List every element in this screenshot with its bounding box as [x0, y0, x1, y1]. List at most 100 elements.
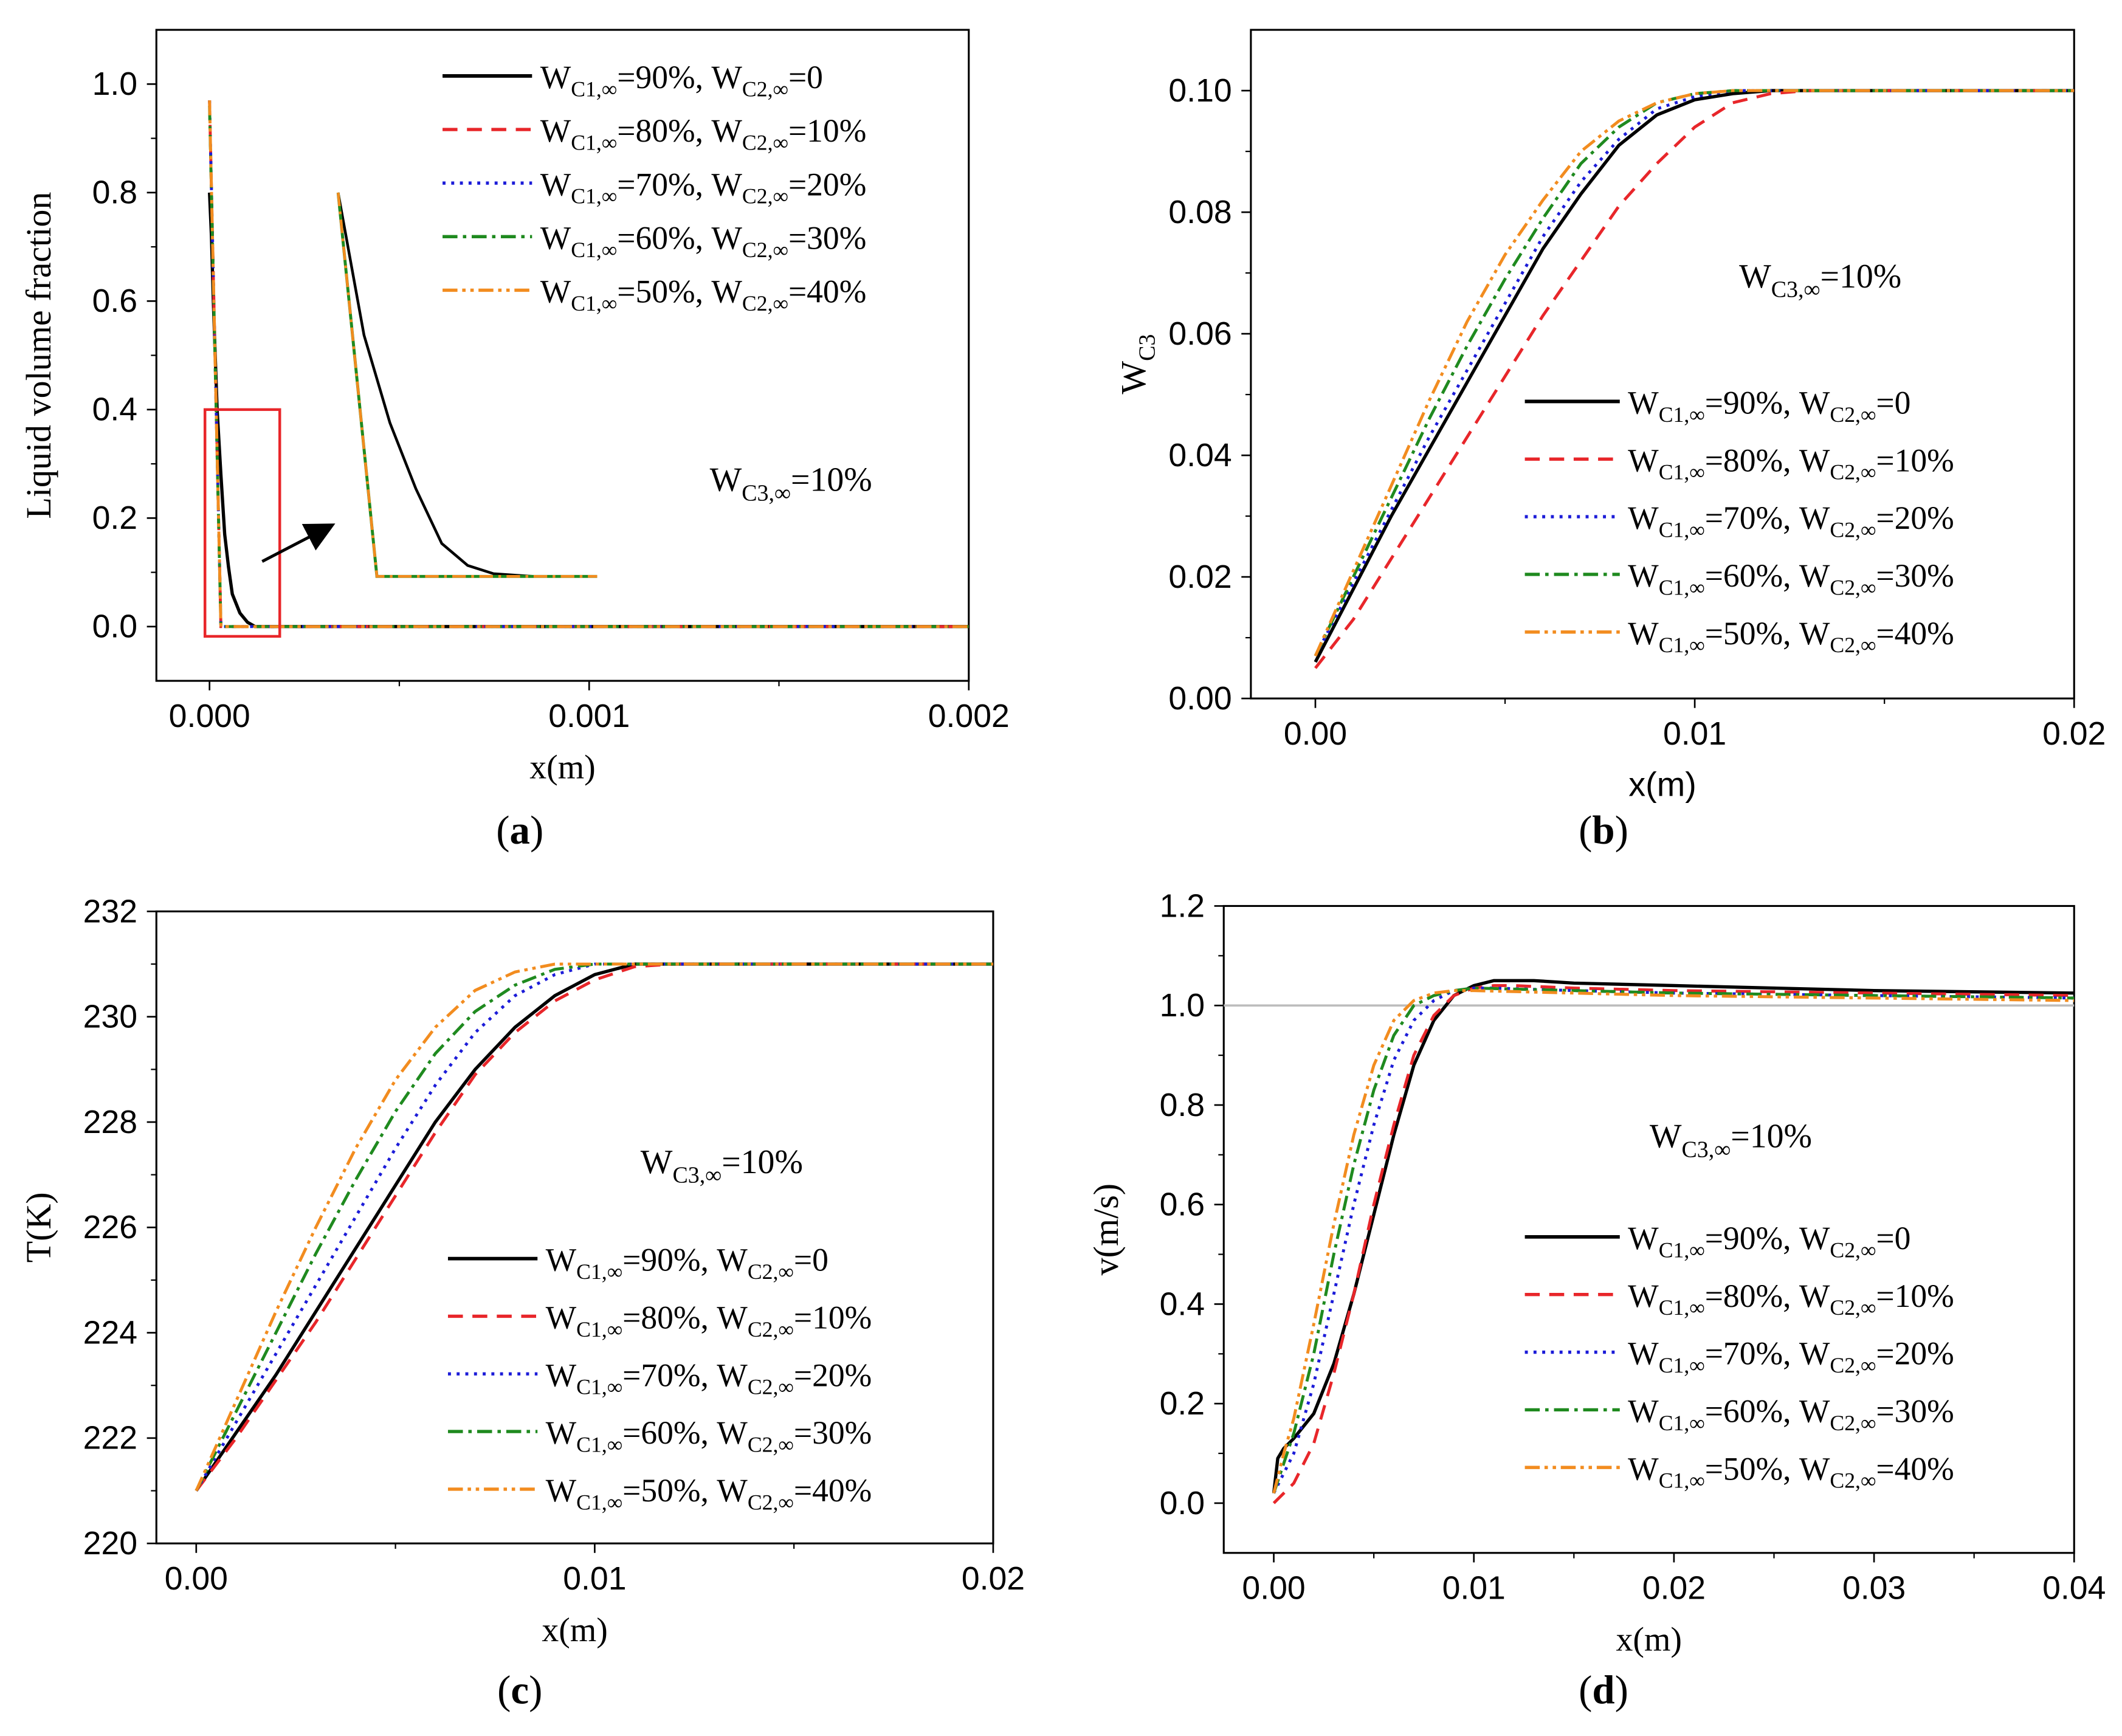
annotation-wc3: WC3,∞=10%: [1739, 258, 1901, 303]
legend-entry-5: WC1,∞=50%, WC2,∞=40%: [1628, 615, 1954, 657]
y-tick-label: 0.4: [1160, 1286, 1205, 1322]
legend-c1-value: =60%,: [622, 1414, 717, 1451]
legend-c2-value: =0: [788, 59, 823, 95]
x-tick-label: 0.02: [1642, 1571, 1706, 1607]
x-tick-label: 0.01: [1663, 716, 1726, 752]
legend-c2-value: =20%: [794, 1357, 872, 1393]
y-tick-label: 0.6: [1160, 1187, 1205, 1223]
panel-label-letter: b: [1592, 808, 1614, 853]
y-axis-label-main: W: [1114, 361, 1153, 394]
legend-c2-value: =10%: [788, 112, 866, 149]
legend-c1-value: =50%,: [617, 274, 711, 310]
legend-entry-3: WC1,∞=70%, WC2,∞=20%: [540, 166, 867, 208]
legend-c2-value: =40%: [1876, 1450, 1954, 1487]
legend-c2-value: =10%: [1876, 1278, 1954, 1314]
legend-c2-value: =10%: [1876, 442, 1954, 478]
y-tick-label: 0.8: [1160, 1087, 1205, 1123]
legend-entry-1: WC1,∞=90%, WC2,∞=0: [1628, 1220, 1910, 1262]
annotation-value: =10%: [791, 461, 872, 499]
legend-c2-value: =30%: [794, 1414, 872, 1451]
series-line-4: [1314, 89, 2075, 657]
x-tick-label: 0.001: [548, 698, 630, 734]
annotation-value: =10%: [1821, 258, 1902, 295]
y-tick-label: 226: [83, 1210, 137, 1245]
x-tick-label: 0.02: [2042, 716, 2106, 752]
legend-entry-1: WC1,∞=90%, WC2,∞=0: [546, 1242, 828, 1284]
series-line-5: [1272, 989, 2075, 1494]
legend-c2-value: =40%: [794, 1472, 872, 1509]
legend-entry-5: WC1,∞=50%, WC2,∞=40%: [540, 274, 867, 315]
y-axis-label: WC3: [1114, 334, 1160, 394]
y-tick-label: 0.0: [92, 609, 137, 645]
x-tick-label: 0.00: [165, 1561, 228, 1597]
legend-entry-5: WC1,∞=50%, WC2,∞=40%: [546, 1472, 872, 1514]
legend-c2-value: =0: [1876, 1220, 1910, 1256]
series-line-2: [1314, 89, 2075, 669]
y-tick-label: 0.10: [1168, 73, 1232, 109]
series-line-5: [1314, 89, 2075, 657]
y-tick-label: 0.0: [1160, 1486, 1205, 1521]
legend-entry-3: WC1,∞=70%, WC2,∞=20%: [1628, 1335, 1954, 1377]
legend-entry-4: WC1,∞=60%, WC2,∞=30%: [546, 1414, 872, 1456]
x-tick-label: 0.000: [169, 698, 250, 734]
y-tick-label: 1.0: [1160, 988, 1205, 1024]
legend-c1-value: =70%,: [617, 166, 711, 202]
y-tick-label: 1.0: [92, 66, 137, 102]
legend-c2-value: =30%: [788, 219, 866, 256]
x-axis-label: x(m): [542, 1611, 607, 1649]
legend-c2-value: =20%: [1876, 500, 1954, 536]
y-tick-label: 0.06: [1168, 316, 1232, 352]
y-tick-label: 0.04: [1168, 438, 1232, 474]
legend-c1-value: =50%,: [622, 1472, 717, 1509]
x-tick-label: 0.02: [962, 1561, 1025, 1597]
series-line-4: [195, 962, 993, 1492]
legend-c1-value: =60%,: [617, 219, 711, 256]
legend-c2-value: =20%: [788, 166, 866, 202]
legend-c1-value: =70%,: [622, 1357, 717, 1393]
series-line-2: [195, 962, 993, 1492]
x-tick-label: 0.00: [1284, 716, 1347, 752]
legend-c1-value: =80%,: [617, 112, 711, 149]
annotation-value: =10%: [722, 1143, 803, 1181]
plot-frame: [1222, 904, 2075, 1554]
legend-c1-value: =70%,: [1705, 500, 1799, 536]
legend-c1-value: =80%,: [1705, 442, 1799, 478]
legend-entry-1: WC1,∞=90%, WC2,∞=0: [540, 59, 823, 101]
legend-c1-value: =80%,: [622, 1300, 717, 1336]
series-line-5: [195, 962, 993, 1492]
panel-c: 0.00 0.01 0.02 220 222 224 226 228 230 232 x(m) T(K…: [19, 894, 1025, 1712]
panel-label: (d): [1579, 1667, 1628, 1712]
legend-c1-value: =60%,: [1705, 1393, 1799, 1429]
x-axis-label: x(m): [1616, 1621, 1682, 1658]
legend-c1-value: =70%,: [1705, 1335, 1799, 1372]
y-tick-label: 224: [83, 1315, 137, 1351]
zoom-arrow: [261, 523, 336, 563]
legend-c1-value: =60%,: [1705, 557, 1799, 594]
y-tick-label: 232: [83, 894, 137, 929]
annotation-wc3: WC3,∞=10%: [641, 1143, 803, 1188]
series-line-3: [1314, 89, 2075, 657]
series-line-4: [1272, 987, 2075, 1494]
y-tick-label: 1.2: [1160, 888, 1205, 924]
y-tick-label: 0.02: [1168, 559, 1232, 595]
panel-a: 0.000 0.001 0.002 0.0 0.2 0.4 0.6 0.8 1.0 x(m) Liq…: [19, 29, 1010, 853]
legend-c2-value: =20%: [1876, 1335, 1954, 1372]
y-axis-label: T(K): [19, 1192, 58, 1262]
x-tick-label: 0.002: [928, 698, 1010, 734]
zoom-region-box: [203, 408, 281, 638]
series-line-2: [1272, 984, 2075, 1504]
x-tick-label: 0.00: [1242, 1571, 1305, 1607]
legend-entry-4: WC1,∞=60%, WC2,∞=30%: [1628, 1393, 1954, 1435]
legend-entry-2: WC1,∞=80%, WC2,∞=10%: [1628, 442, 1954, 484]
panel-d: 0.00 0.01 0.02 0.03 0.04 0.0 0.2 0.4 0.6 0.8 1.0 1.…: [1086, 888, 2106, 1712]
y-tick-label: 222: [83, 1421, 137, 1456]
panel-label-letter: a: [509, 808, 529, 853]
legend-c2-value: =0: [794, 1242, 828, 1278]
x-tick-label: 0.03: [1842, 1571, 1906, 1607]
legend-c1-value: =80%,: [1705, 1278, 1799, 1314]
legend-entry-4: WC1,∞=60%, WC2,∞=30%: [1628, 557, 1954, 599]
legend-c1-value: =90%,: [617, 59, 711, 95]
x-axis-label: x(m): [1628, 766, 1696, 804]
series-line-3: [195, 962, 993, 1492]
y-tick-label: 228: [83, 1104, 137, 1140]
